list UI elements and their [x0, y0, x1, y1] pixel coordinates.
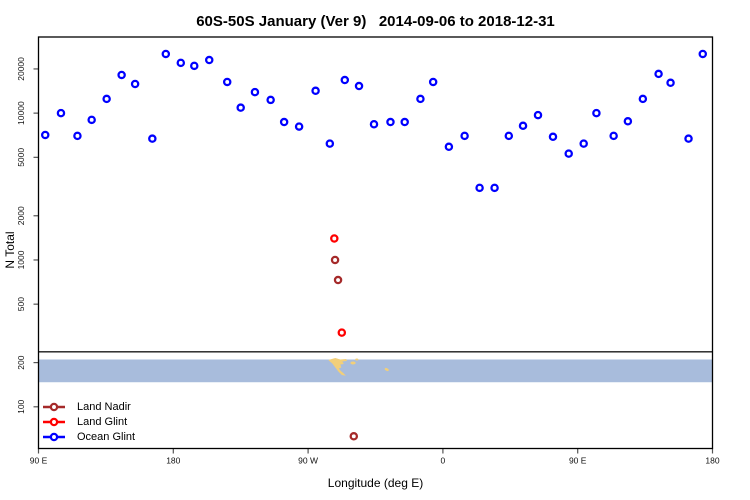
data-point-ocean-glint [87, 115, 96, 125]
map-land-islet [355, 358, 359, 361]
data-point-ocean-glint [236, 103, 245, 112]
data-point-ocean-glint [428, 77, 438, 87]
x-axis-title: Longitude (deg E) [327, 476, 424, 490]
legend-item-label: Land Glint [77, 415, 128, 428]
data-point-ocean-glint [369, 120, 379, 129]
x-tick-label: 90 E [30, 456, 48, 466]
data-point-ocean-glint [592, 108, 601, 118]
y-tick-label: 1000 [16, 250, 26, 269]
data-point-ocean-glint [56, 108, 66, 118]
data-point-land-nadir [330, 255, 340, 265]
legend-marker-icon [43, 417, 65, 426]
legend-marker-icon [43, 432, 65, 441]
data-point-ocean-glint [294, 122, 304, 131]
data-point-ocean-glint [504, 131, 514, 141]
data-point-ocean-glint [518, 121, 528, 131]
legend-item-ocean-glint: Ocean Glint [42, 429, 135, 444]
data-point-ocean-glint [698, 49, 708, 59]
data-point-ocean-glint [548, 132, 558, 142]
data-point-ocean-glint [444, 142, 454, 152]
data-point-ocean-glint [130, 79, 140, 89]
data-point-land-glint [330, 234, 339, 243]
data-point-ocean-glint [266, 95, 275, 105]
data-point-ocean-glint [279, 117, 289, 127]
data-point-ocean-glint [204, 55, 214, 65]
map-land-falkland-islands [350, 361, 356, 365]
x-tick-label: 90 W [298, 456, 318, 466]
legend-marker-icon [43, 402, 65, 411]
data-point-ocean-glint [161, 49, 171, 59]
data-point-ocean-glint [416, 94, 425, 104]
data-point-ocean-glint [311, 86, 320, 96]
y-tick-label: 20000 [16, 57, 26, 81]
data-point-ocean-glint [654, 69, 663, 79]
y-tick-label: 200 [16, 355, 26, 369]
data-point-ocean-glint [638, 94, 648, 104]
data-point-ocean-glint [533, 110, 543, 120]
y-tick-label: 100 [16, 399, 26, 413]
legend: Land Nadir Land Glint Ocean Glint [42, 399, 135, 444]
data-point-ocean-glint [666, 78, 675, 88]
data-point-ocean-glint [490, 183, 499, 193]
data-point-ocean-glint [102, 94, 111, 104]
data-point-ocean-glint [148, 134, 157, 143]
data-point-ocean-glint [475, 183, 484, 193]
x-tick-label: 180 [705, 456, 719, 466]
data-point-ocean-glint [222, 77, 232, 87]
map-land-south-georgia [384, 367, 389, 372]
data-point-land-glint [337, 328, 347, 337]
data-point-ocean-glint [40, 130, 50, 140]
data-point-ocean-glint [117, 70, 126, 80]
legend-item-land-nadir: Land Nadir [42, 399, 135, 414]
y-tick-label: 500 [16, 297, 26, 311]
chart-title: 60S-50S January (Ver 9) 2014-09-06 to 20… [196, 13, 555, 30]
data-point-ocean-glint [400, 117, 409, 127]
data-point-ocean-glint [386, 117, 395, 127]
data-point-ocean-glint [609, 131, 618, 141]
data-point-ocean-glint [460, 131, 469, 141]
y-tick-label: 5000 [16, 148, 26, 167]
map-land-south-america-patagonia [328, 357, 347, 376]
data-point-ocean-glint [190, 61, 199, 71]
data-point-ocean-glint [325, 139, 335, 148]
legend-item-label: Ocean Glint [77, 430, 136, 443]
data-point-ocean-glint [176, 58, 186, 68]
data-point-ocean-glint [354, 81, 364, 91]
data-point-ocean-glint [623, 117, 633, 126]
data-point-land-nadir [349, 432, 359, 441]
x-tick-label: 90 E [569, 456, 587, 466]
data-point-ocean-glint [73, 131, 82, 141]
y-tick-label: 2000 [16, 206, 26, 225]
data-point-ocean-glint [579, 139, 588, 148]
y-tick-label: 10000 [16, 101, 26, 125]
map-band-ocean [38, 359, 713, 383]
data-point-ocean-glint [564, 149, 573, 158]
plot-border [37, 36, 714, 450]
data-point-land-nadir [333, 275, 343, 285]
data-point-ocean-glint [340, 75, 350, 85]
legend-item-label: Land Nadir [77, 400, 131, 413]
x-tick-label: 180 [166, 456, 180, 466]
x-tick-label: 0 [441, 456, 446, 466]
data-point-ocean-glint [684, 134, 693, 143]
data-point-ocean-glint [250, 87, 260, 97]
legend-item-land-glint: Land Glint [42, 414, 135, 429]
